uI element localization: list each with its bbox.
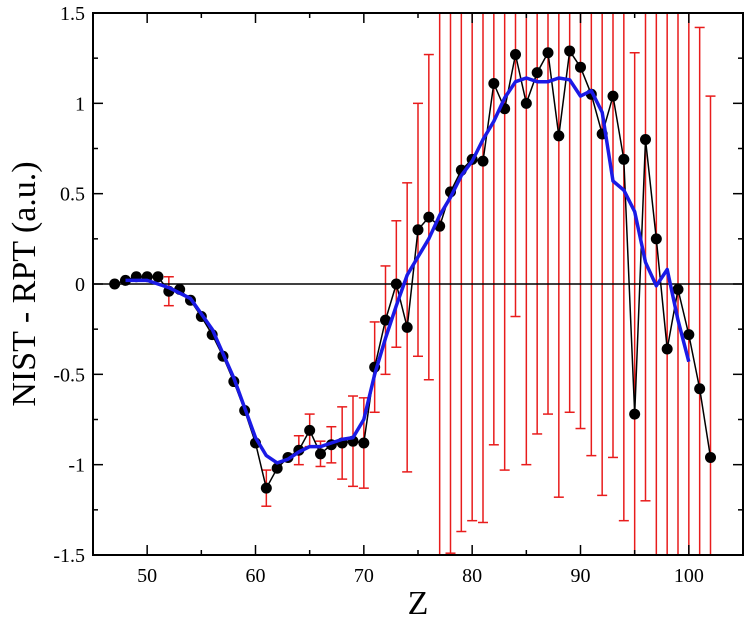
data-point: [564, 45, 576, 57]
y-tick-label: 1.5: [60, 3, 85, 25]
data-point: [152, 271, 164, 283]
data-point: [358, 437, 370, 449]
x-tick-label: 60: [246, 565, 266, 587]
data-point: [661, 343, 673, 355]
data-point: [705, 451, 716, 463]
x-tick-label: 90: [571, 565, 591, 587]
blue-series-line: [125, 76, 691, 465]
data-point: [650, 233, 662, 245]
y-tick-label: -1.5: [53, 545, 85, 567]
data-point: [520, 97, 532, 109]
data-point: [683, 329, 695, 341]
data-point: [488, 77, 500, 89]
data-point: [607, 90, 619, 102]
x-axis-label: Z: [408, 585, 429, 620]
y-tick-label: 1: [75, 93, 85, 115]
data-point: [553, 130, 565, 142]
y-tick-label: -0.5: [53, 364, 85, 386]
data-point: [510, 49, 521, 61]
axis-labels: Z NIST - RPT (a.u.): [6, 161, 428, 620]
y-axis-label: NIST - RPT (a.u.): [6, 161, 43, 406]
x-tick-label: 50: [137, 565, 157, 587]
data-point: [640, 133, 651, 145]
data-point: [401, 321, 413, 333]
data-point: [260, 482, 272, 494]
x-tick-label: 100: [674, 565, 704, 587]
data-point: [542, 47, 554, 59]
data-point: [477, 155, 489, 167]
data-point: [412, 224, 424, 236]
data-point: [315, 448, 326, 460]
data-point: [109, 278, 121, 290]
data-point: [575, 61, 586, 73]
x-tick-label: 80: [462, 565, 482, 587]
x-tick-label: 70: [354, 565, 374, 587]
black-series: [109, 45, 716, 494]
y-tick-label: 0: [75, 274, 85, 296]
y-tick-label: -1: [68, 455, 85, 477]
data-point: [672, 283, 684, 295]
data-point: [531, 67, 543, 79]
data-point: [629, 408, 641, 420]
data-point: [618, 153, 630, 165]
y-tick-label: 0.5: [60, 184, 85, 206]
data-point: [271, 462, 283, 474]
data-point: [423, 211, 435, 223]
axis-ticks: 50 60 70 80 90 100 -1.5 -1 -0.5 0 0.5 1 1.5: [53, 3, 744, 587]
black-series-line: [114, 48, 712, 491]
data-point: [380, 314, 391, 326]
data-point: [304, 424, 316, 436]
data-point: [390, 278, 402, 290]
blue-series: [125, 76, 691, 465]
data-point: [694, 383, 706, 395]
